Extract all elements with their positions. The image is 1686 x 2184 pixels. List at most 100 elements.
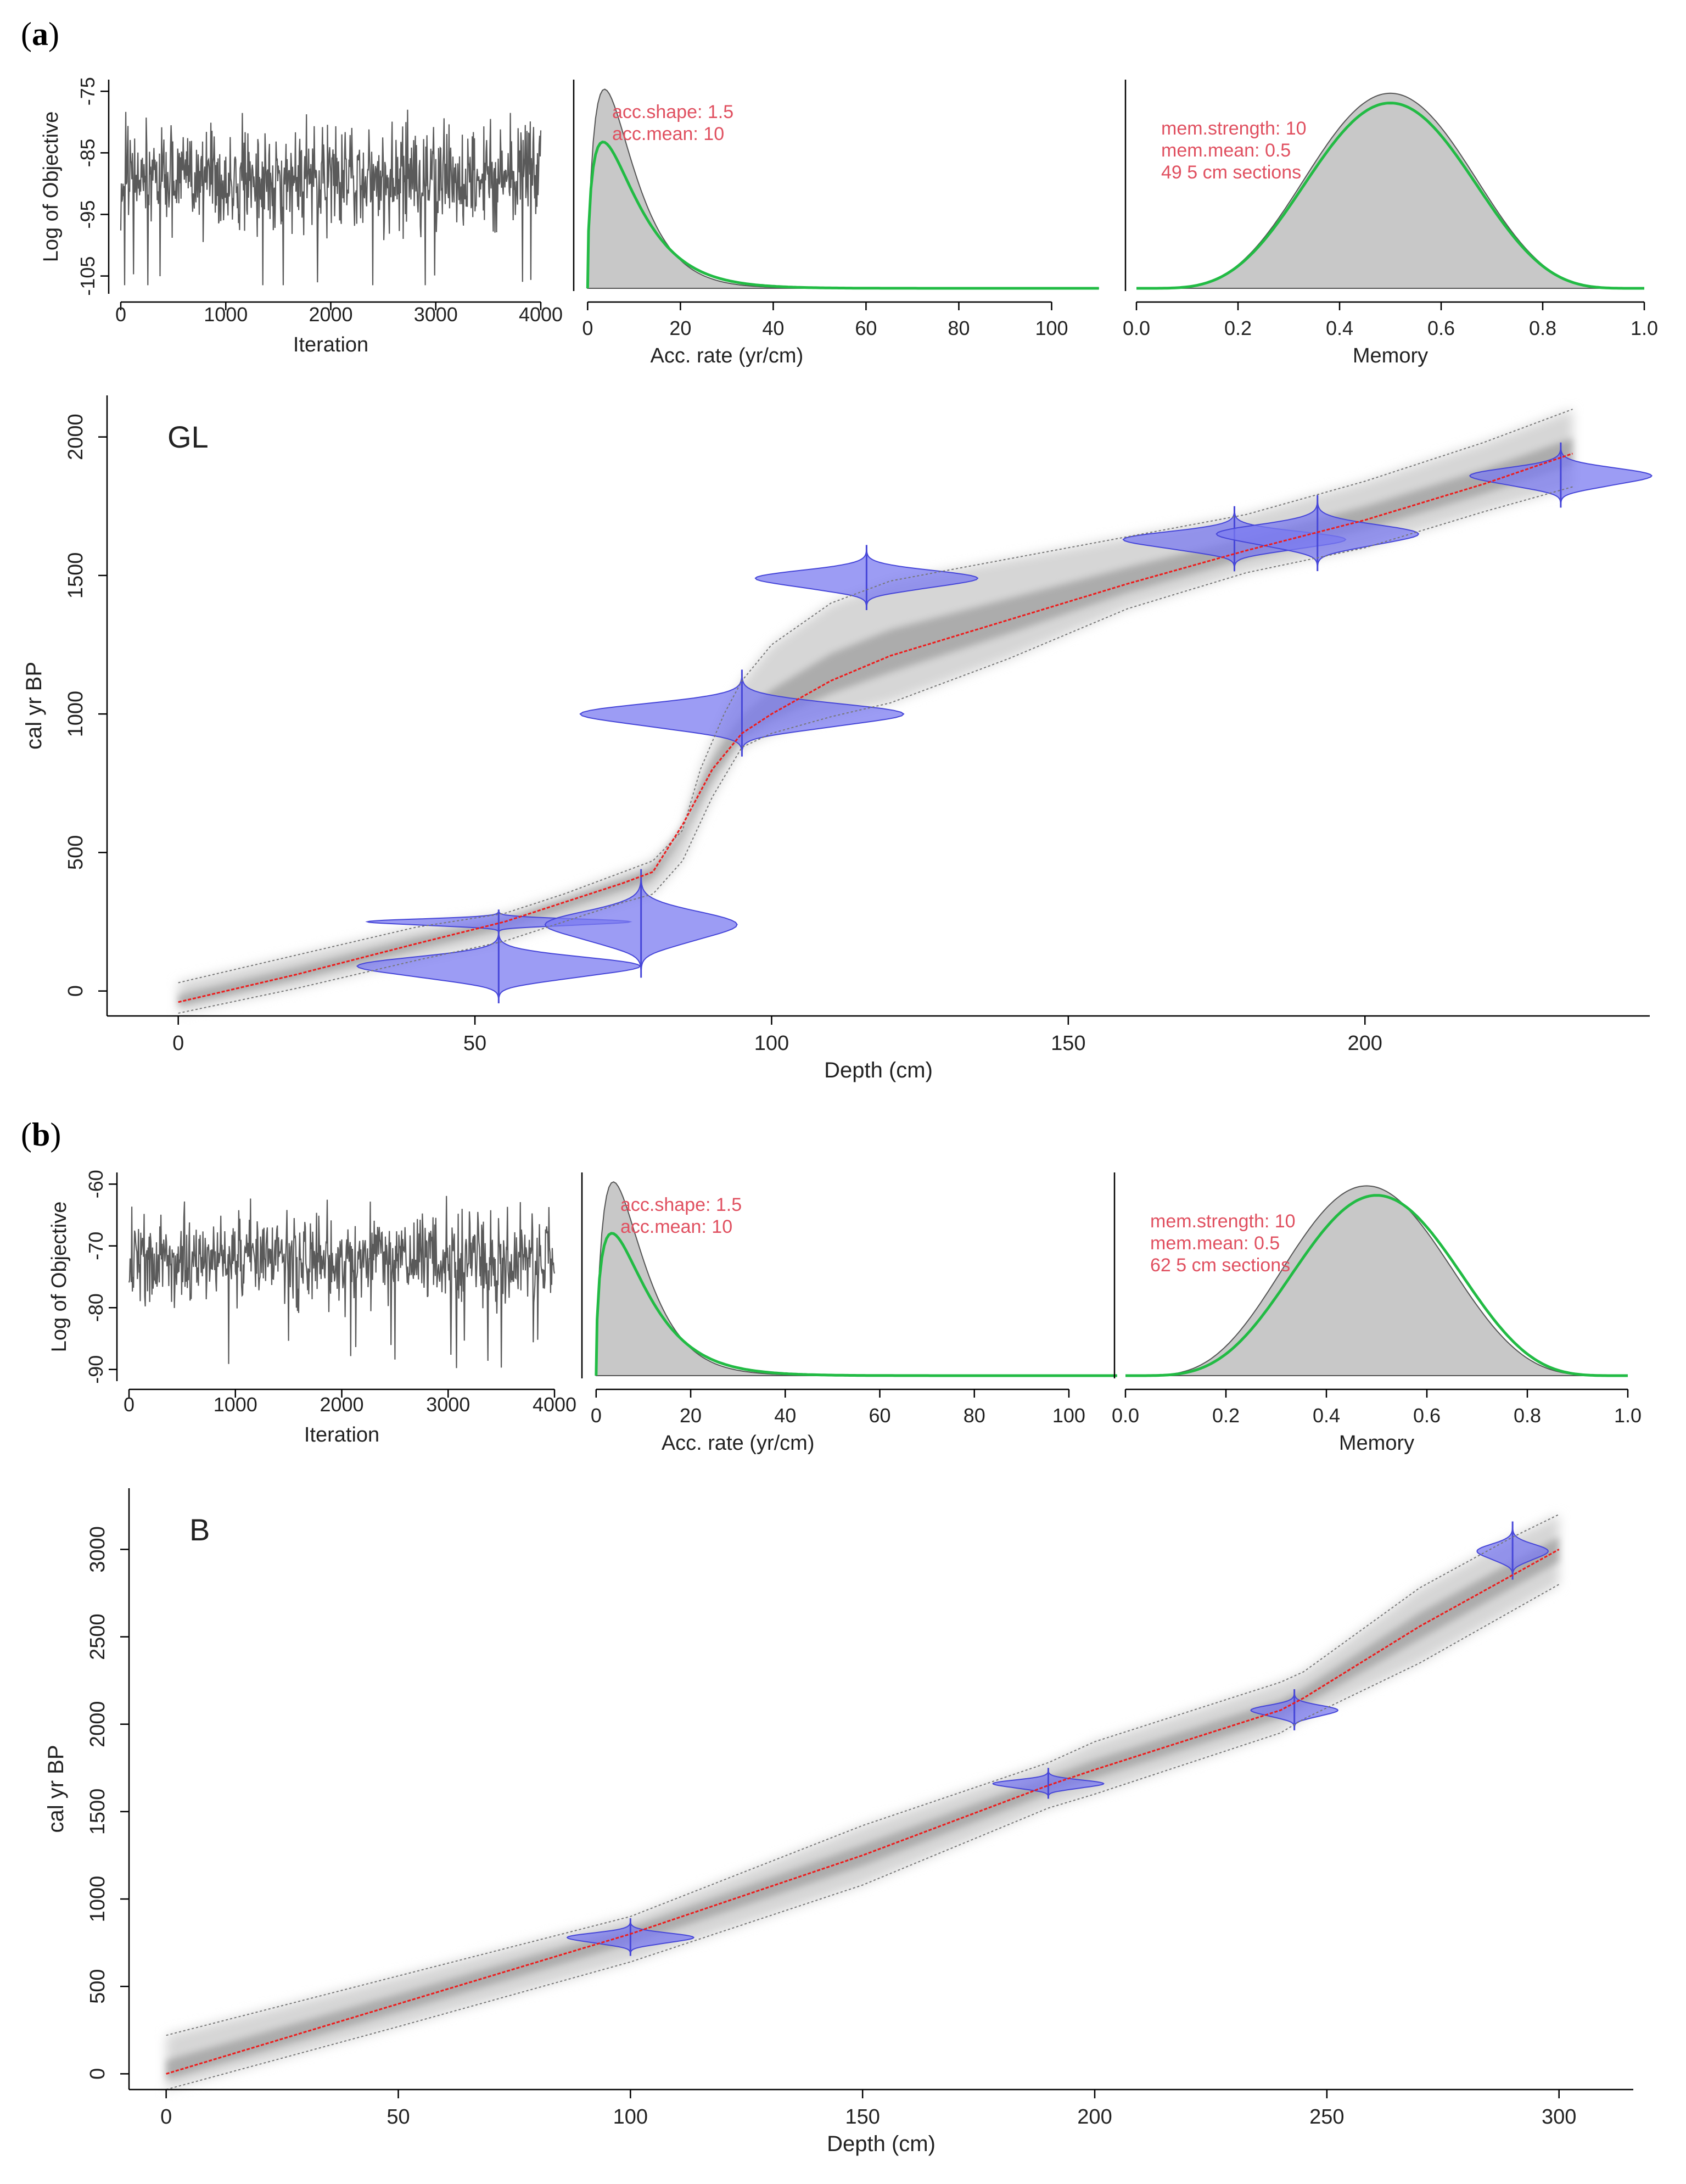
main-x-tick-label: 300	[1542, 2105, 1576, 2129]
mean-age-depth-line	[166, 1549, 1560, 2075]
main-x-tick-label: 100	[613, 2105, 648, 2129]
acc-rate-x-tick-label: 20	[669, 317, 691, 339]
lower-range-line	[166, 1584, 1560, 2090]
iteration-x-tick-label: 4000	[519, 303, 563, 326]
core-label: GL	[167, 420, 209, 454]
main-y-tick-label: 1500	[64, 552, 87, 599]
main-x-tick-label: 150	[1051, 1032, 1085, 1055]
mcmc-trace-line	[120, 109, 542, 286]
acc-rate-x-tick-label: 60	[869, 1404, 890, 1427]
iteration-y-axis-label: Log of Objective	[40, 111, 63, 262]
main-y-tick-label: 3000	[86, 1526, 109, 1573]
main-y-tick-label: 1000	[64, 691, 87, 738]
acc-rate-x-tick-label: 100	[1035, 317, 1068, 339]
mcmc-trace-line	[128, 1196, 556, 1369]
iteration-y-tick-label: -95	[76, 200, 99, 228]
memory-x-tick-label: 0.4	[1326, 317, 1353, 339]
memory-annotation: mem.mean: 0.5	[1150, 1233, 1280, 1254]
iteration-x-tick-label: 0	[124, 1393, 135, 1416]
acc-rate-x-tick-label: 0	[582, 317, 593, 339]
panel-label-a: (a)	[21, 16, 59, 52]
acc-rate-x-axis-label: Acc. rate (yr/cm)	[651, 344, 804, 367]
memory-x-axis-label: Memory	[1339, 1432, 1414, 1455]
iteration-y-tick-label: -85	[76, 138, 99, 167]
memory-x-tick-label: 0.0	[1123, 317, 1150, 339]
memory-annotation: mem.strength: 10	[1161, 118, 1307, 139]
memory-x-axis-label: Memory	[1353, 344, 1428, 367]
main-x-tick-label: 0	[172, 1032, 184, 1055]
memory-x-tick-label: 0.6	[1427, 317, 1455, 339]
iteration-y-axis-label: Log of Objective	[48, 1202, 71, 1353]
memory-x-tick-label: 0.8	[1514, 1404, 1541, 1427]
memory-x-tick-label: 0.0	[1112, 1404, 1139, 1427]
main-y-tick-label: 500	[86, 1969, 109, 2003]
memory-x-tick-label: 1.0	[1631, 317, 1658, 339]
main-y-tick-label: 2500	[86, 1613, 109, 1660]
figure-layer: 0 1000 2000 3000 4000-75-85-95-105IterationL…	[22, 77, 1658, 2156]
main-x-tick-label: 0	[160, 2105, 172, 2129]
memory-x-tick-label: 0.8	[1529, 317, 1556, 339]
core-label: B	[189, 1512, 210, 1547]
memory-x-tick-label: 0.4	[1313, 1404, 1340, 1427]
memory-annotation: 49 5 cm sections	[1161, 162, 1301, 183]
iteration-x-axis-label: Iteration	[293, 333, 368, 356]
iteration-x-tick-label: 4000	[533, 1393, 576, 1416]
acc-rate-x-tick-label: 80	[964, 1404, 985, 1427]
iteration-x-tick-label: 1000	[214, 1393, 257, 1416]
main-y-tick-label: 0	[64, 985, 87, 997]
main-x-tick-label: 100	[754, 1032, 789, 1055]
memory-annotation: mem.strength: 10	[1150, 1211, 1296, 1232]
acc-rate-x-tick-label: 100	[1052, 1404, 1085, 1427]
acc-rate-x-tick-label: 0	[591, 1404, 602, 1427]
main-y-tick-label: 2000	[64, 414, 87, 460]
iteration-x-tick-label: 0	[115, 303, 126, 326]
main-y-tick-label: 2000	[86, 1701, 109, 1747]
main-x-tick-label: 150	[845, 2105, 880, 2129]
iteration-y-tick-label: -80	[85, 1293, 107, 1322]
main-x-tick-label: 200	[1077, 2105, 1112, 2129]
memory-x-tick-label: 0.2	[1224, 317, 1252, 339]
main-x-tick-label: 50	[387, 2105, 410, 2129]
upper-range-line	[178, 409, 1573, 984]
main-x-tick-label: 250	[1309, 2105, 1344, 2129]
iteration-y-tick-label: -60	[85, 1170, 107, 1198]
acc-rate-x-tick-label: 60	[855, 317, 877, 339]
upper-range-line	[166, 1513, 1560, 2036]
memory-prior-line	[1125, 1194, 1628, 1377]
iteration-x-axis-label: Iteration	[304, 1423, 379, 1446]
iteration-x-tick-label: 3000	[426, 1393, 470, 1416]
lower-range-line	[178, 486, 1573, 1014]
main-x-axis-label: Depth (cm)	[827, 2132, 936, 2156]
main-y-tick-label: 500	[64, 835, 87, 870]
acc-rate-x-axis-label: Acc. rate (yr/cm)	[662, 1432, 815, 1455]
acc-rate-x-tick-label: 20	[680, 1404, 702, 1427]
memory-x-tick-label: 0.2	[1212, 1404, 1240, 1427]
iteration-y-tick-label: -105	[76, 256, 99, 296]
iteration-y-tick-label: -75	[76, 77, 99, 105]
mean-age-depth-line	[178, 453, 1573, 1003]
main-x-tick-label: 50	[463, 1032, 486, 1055]
iteration-x-tick-label: 2000	[309, 303, 352, 326]
iteration-x-tick-label: 1000	[204, 303, 248, 326]
main-y-tick-label: 1000	[86, 1876, 109, 1923]
age-model-core-band	[166, 1537, 1559, 2080]
acc-rate-x-tick-label: 40	[762, 317, 784, 339]
main-y-tick-label: 0	[86, 2068, 109, 2080]
acc-rate-x-tick-label: 80	[948, 317, 970, 339]
iteration-x-tick-label: 2000	[320, 1393, 363, 1416]
main-x-axis-label: Depth (cm)	[824, 1058, 933, 1082]
iteration-x-tick-label: 3000	[414, 303, 458, 326]
panel-label-b: (b)	[21, 1116, 61, 1153]
acc-rate-x-tick-label: 40	[774, 1404, 796, 1427]
acc-rate-annotation: acc.shape: 1.5	[612, 102, 733, 122]
main-y-tick-label: 1500	[86, 1789, 109, 1835]
iteration-y-tick-label: -90	[85, 1355, 107, 1384]
iteration-y-tick-label: -70	[85, 1232, 107, 1260]
memory-annotation: mem.mean: 0.5	[1161, 140, 1291, 161]
acc-rate-annotation: acc.mean: 10	[620, 1216, 732, 1237]
main-x-tick-label: 200	[1348, 1032, 1382, 1055]
acc-rate-annotation: acc.shape: 1.5	[620, 1194, 742, 1215]
main-y-axis-label: cal yr BP	[22, 662, 46, 750]
memory-annotation: 62 5 cm sections	[1150, 1255, 1290, 1276]
